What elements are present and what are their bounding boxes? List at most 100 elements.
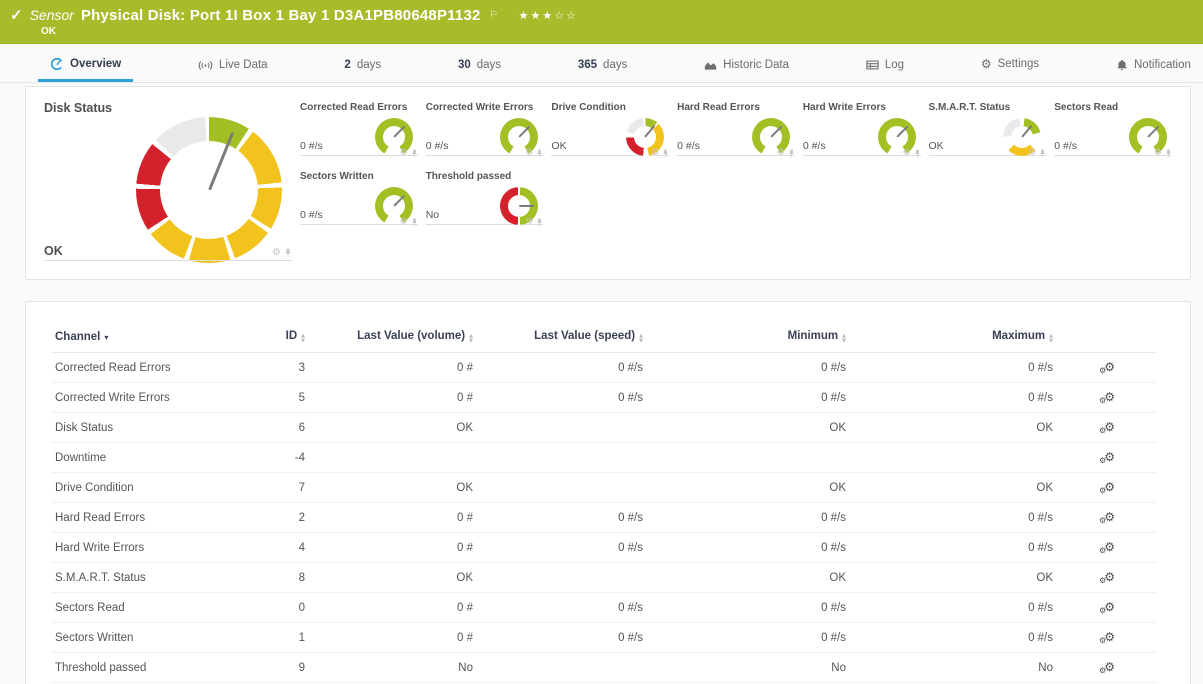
cell-last_volume: 0 #: [309, 382, 477, 413]
flag-icon[interactable]: ⚐: [489, 10, 498, 20]
pin-icon[interactable]: [662, 149, 669, 158]
pin-icon[interactable]: [411, 149, 418, 158]
cell-last_speed: 0 #/s: [477, 532, 647, 563]
cell-last_volume: 0 #: [309, 592, 477, 623]
tab-log[interactable]: Log: [854, 55, 916, 82]
channel-settings-icon[interactable]: ⚙⚙: [1099, 510, 1115, 525]
gear-icon[interactable]: ⚙: [525, 148, 534, 158]
channel-settings-icon[interactable]: ⚙⚙: [1099, 360, 1115, 375]
table-row-hard-write-errors[interactable]: Hard Write Errors 4 0 #0 #/s 0 #/s 0 #/s ⚙⚙: [51, 532, 1157, 563]
gear-icon[interactable]: ⚙: [272, 247, 281, 258]
gear-icon[interactable]: ⚙: [399, 217, 408, 227]
pin-icon[interactable]: [411, 218, 418, 227]
tab-365-days[interactable]: 365 days: [566, 55, 639, 82]
cell-max: 0 #/s: [850, 592, 1057, 623]
cell-min: OK: [647, 412, 850, 443]
gear-icon[interactable]: ⚙: [902, 148, 911, 158]
channel-settings-icon[interactable]: ⚙⚙: [1099, 660, 1115, 675]
gauge-sectors-written: Sectors Written 0 #/s ⚙: [300, 169, 418, 227]
tab-notifications[interactable]: Notification: [1104, 55, 1203, 82]
tab-historic-data[interactable]: Historic Data: [692, 55, 801, 82]
channel-settings-icon[interactable]: ⚙⚙: [1099, 480, 1115, 495]
pin-icon[interactable]: [536, 218, 543, 227]
cell-actions: ⚙⚙: [1057, 442, 1157, 473]
gauge-drive-condition: Drive Condition OK ⚙: [551, 100, 670, 158]
tab-overview[interactable]: Overview: [38, 53, 134, 82]
channel-settings-icon[interactable]: ⚙⚙: [1099, 450, 1115, 465]
column-header-last-volume[interactable]: Last Value (volume) ▲ ▼: [309, 322, 477, 353]
gear-icon[interactable]: ⚙: [651, 148, 660, 158]
table-row-disk-status[interactable]: Disk Status 6 OK OK OK ⚙⚙: [51, 412, 1157, 443]
table-row-drive-condition[interactable]: Drive Condition 7 OK OK OK ⚙⚙: [51, 472, 1157, 503]
column-header-minimum[interactable]: Minimum ▲ ▼: [647, 322, 850, 353]
cell-id: 0: [246, 592, 309, 623]
cell-last_speed: 0 #/s: [477, 502, 647, 533]
table-row-sectors-read[interactable]: Sectors Read 0 0 #0 #/s 0 #/s 0 #/s ⚙⚙: [51, 592, 1157, 623]
column-header-id[interactable]: ID ▲ ▼: [246, 322, 309, 353]
gauge-sectors-read: Sectors Read 0 #/s ⚙: [1054, 100, 1172, 158]
column-label: ID: [285, 330, 298, 342]
disk-status-dial: [136, 117, 282, 263]
gear-icon[interactable]: ⚙: [776, 148, 785, 158]
pin-icon[interactable]: [1165, 149, 1172, 158]
column-header-channel[interactable]: Channel ▾: [51, 322, 246, 353]
gauge-value: 0 #/s: [300, 209, 323, 221]
table-row-corrected-read-errors[interactable]: Corrected Read Errors 3 0 #0 #/s 0 #/s 0 #/s…: [51, 352, 1157, 383]
cell-id: 1: [246, 622, 309, 653]
cell-channel: Sectors Read: [51, 592, 246, 623]
tab-30-days[interactable]: 30 days: [446, 55, 513, 82]
column-label: Maximum: [992, 330, 1046, 342]
gauge-title: Threshold passed: [425, 171, 512, 182]
channels-table: Channel ▾ ID ▲ ▼ Last Value (volume) ▲ ▼ Last Va…: [51, 322, 1157, 683]
tab-2-days[interactable]: 2 days: [332, 55, 393, 82]
tab-settings[interactable]: ⚙ Settings: [969, 53, 1051, 82]
column-header-maximum[interactable]: Maximum ▲ ▼: [850, 322, 1057, 353]
table-row-hard-read-errors[interactable]: Hard Read Errors 2 0 #0 #/s 0 #/s 0 #/s ⚙⚙: [51, 502, 1157, 533]
gauge-hard-read-errors: Hard Read Errors 0 #/s ⚙: [677, 100, 795, 158]
cell-last_volume: No: [309, 652, 477, 683]
sort-desc-icon: ▾: [104, 332, 109, 342]
cell-id: 2: [246, 502, 309, 533]
channel-settings-icon[interactable]: ⚙⚙: [1099, 600, 1115, 615]
gauge-needle: [644, 124, 656, 138]
cell-id: 6: [246, 412, 309, 443]
table-row-corrected-write-errors[interactable]: Corrected Write Errors 5 0 #0 #/s 0 #/s 0 #/…: [51, 382, 1157, 413]
cell-max: No: [850, 652, 1057, 683]
table-row-sectors-written[interactable]: Sectors Written 1 0 #0 #/s 0 #/s 0 #/s ⚙⚙: [51, 622, 1157, 653]
sort-arrows-icon: ▲ ▼: [1049, 333, 1053, 344]
cell-min: 0 #/s: [647, 592, 850, 623]
gauge-title: S.M.A.R.T. Status: [928, 102, 1011, 113]
table-row-s-m-a-r-t-status[interactable]: S.M.A.R.T. Status 8 OK OK OK ⚙⚙: [51, 562, 1157, 593]
pin-icon[interactable]: [914, 149, 921, 158]
cell-last_speed: [477, 442, 647, 473]
channel-settings-icon[interactable]: ⚙⚙: [1099, 630, 1115, 645]
column-header-last-speed[interactable]: Last Value (speed) ▲ ▼: [477, 322, 647, 353]
gauge-value: 0 #/s: [802, 140, 826, 152]
gauge-title: Disk Status: [44, 101, 113, 115]
table-row-downtime[interactable]: Downtime -4 ⚙⚙: [51, 442, 1157, 473]
gear-icon[interactable]: ⚙: [1153, 148, 1162, 158]
channel-settings-icon[interactable]: ⚙⚙: [1099, 570, 1115, 585]
channel-settings-icon[interactable]: ⚙⚙: [1099, 390, 1115, 405]
channel-settings-icon[interactable]: ⚙⚙: [1099, 420, 1115, 435]
cell-channel: Drive Condition: [51, 472, 246, 503]
pin-icon[interactable]: [536, 149, 543, 158]
bell-icon: [1116, 59, 1128, 71]
gear-icon[interactable]: ⚙: [525, 217, 534, 227]
cell-actions: ⚙⚙: [1057, 532, 1157, 563]
tab-live-data[interactable]: Live Data: [186, 55, 280, 82]
channel-settings-icon[interactable]: ⚙⚙: [1099, 540, 1115, 555]
sort-arrows-icon: ▲ ▼: [469, 333, 473, 344]
table-row-threshold-passed[interactable]: Threshold passed 9 No No No ⚙⚙: [51, 652, 1157, 683]
gear-icon[interactable]: ⚙: [1028, 148, 1037, 158]
pin-icon[interactable]: [788, 149, 795, 158]
pin-icon[interactable]: [1039, 149, 1046, 158]
cell-min: 0 #/s: [647, 382, 850, 413]
pin-icon[interactable]: [284, 248, 292, 258]
priority-stars[interactable]: ★★★☆☆: [518, 8, 578, 22]
live-icon: [198, 60, 213, 71]
gauge-value: 0 #/s: [300, 140, 323, 152]
column-label: Channel: [55, 330, 101, 343]
cell-max: 0 #/s: [850, 382, 1057, 413]
gear-icon[interactable]: ⚙: [399, 148, 408, 158]
